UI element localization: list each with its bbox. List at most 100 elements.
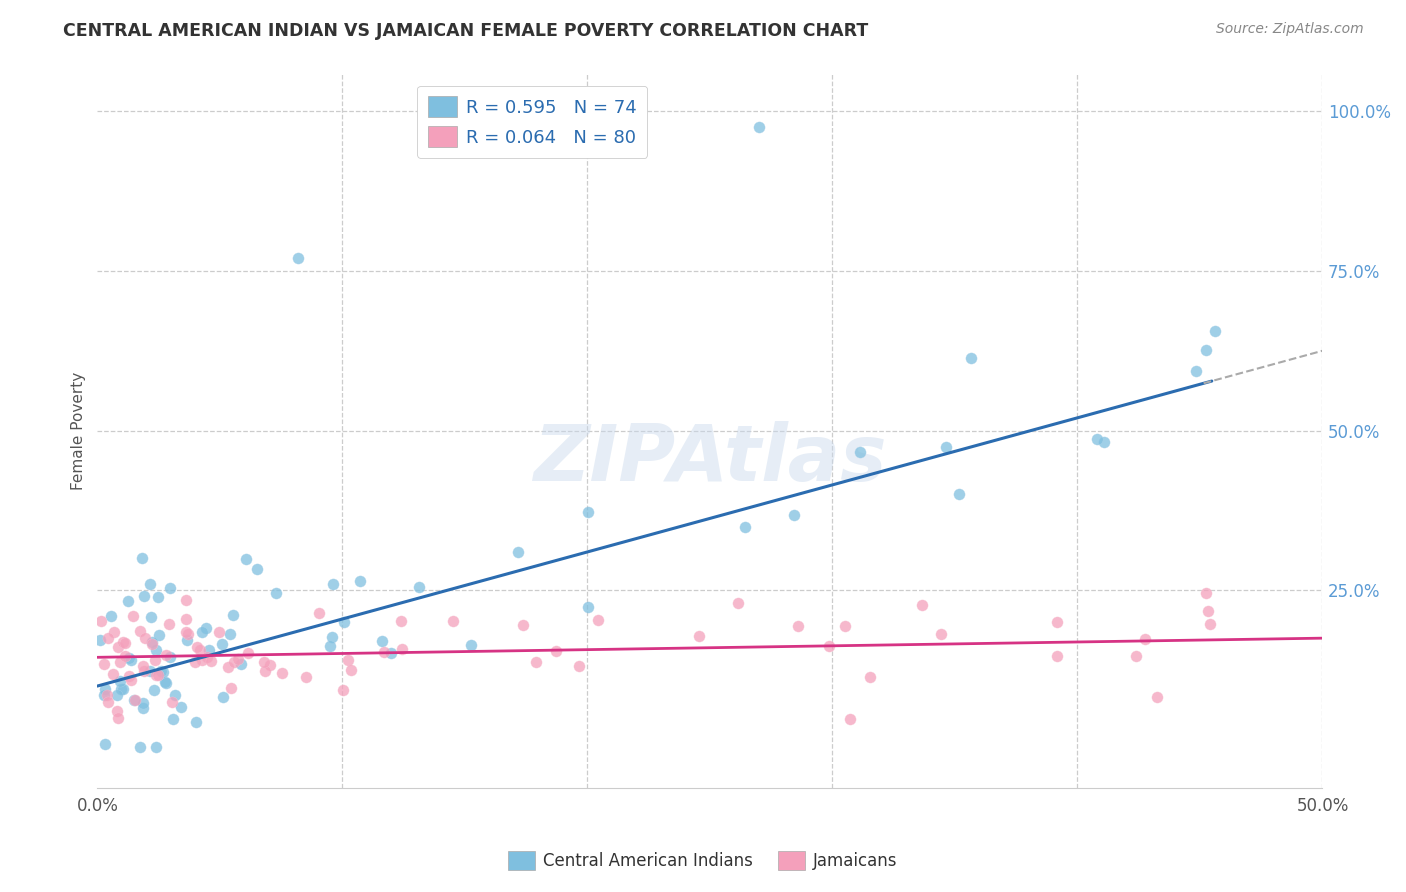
Point <box>93 737 115 751</box>
Point <box>139 610 162 624</box>
Point <box>229 657 252 672</box>
Point <box>911 598 934 612</box>
Point <box>134 590 156 604</box>
Point <box>186 640 208 654</box>
Point <box>100 609 122 624</box>
Point <box>200 654 222 668</box>
Point <box>1146 690 1168 705</box>
Point <box>783 508 806 523</box>
Point <box>948 486 970 500</box>
Point <box>222 655 245 669</box>
Point <box>197 643 219 657</box>
Point <box>373 645 395 659</box>
Point <box>96 688 118 702</box>
Legend: Central American Indians, Jamaicans: Central American Indians, Jamaicans <box>502 844 904 877</box>
Point <box>162 712 184 726</box>
Point <box>132 701 155 715</box>
Point <box>90 614 112 628</box>
Point <box>131 659 153 673</box>
Point <box>114 649 136 664</box>
Point <box>524 655 547 669</box>
Point <box>734 520 756 534</box>
Point <box>1198 617 1220 632</box>
Point <box>253 665 276 679</box>
Point <box>1195 586 1218 600</box>
Point <box>295 670 318 684</box>
Point <box>155 675 177 690</box>
Point <box>97 695 120 709</box>
Text: ZIPAtlas: ZIPAtlas <box>533 421 887 497</box>
Point <box>93 657 115 672</box>
Point <box>155 674 177 689</box>
Point <box>93 688 115 702</box>
Point <box>441 614 464 628</box>
Point <box>960 351 983 365</box>
Point <box>122 609 145 624</box>
Point <box>219 681 242 696</box>
Point <box>152 665 174 679</box>
Point <box>195 650 218 665</box>
Point <box>264 586 287 600</box>
Point <box>124 693 146 707</box>
Point <box>391 615 413 629</box>
Point <box>217 660 239 674</box>
Point <box>512 617 534 632</box>
Point <box>834 619 856 633</box>
Point <box>131 696 153 710</box>
Point <box>246 562 269 576</box>
Point <box>1197 604 1219 618</box>
Point <box>138 577 160 591</box>
Point <box>143 653 166 667</box>
Point <box>226 652 249 666</box>
Point <box>786 619 808 633</box>
Point <box>105 704 128 718</box>
Point <box>839 712 862 726</box>
Point <box>174 593 197 607</box>
Point <box>89 632 111 647</box>
Point <box>340 663 363 677</box>
Point <box>174 625 197 640</box>
Point <box>576 599 599 614</box>
Text: Source: ZipAtlas.com: Source: ZipAtlas.com <box>1216 22 1364 37</box>
Point <box>332 682 354 697</box>
Point <box>578 505 600 519</box>
Point <box>1092 435 1115 450</box>
Point <box>177 627 200 641</box>
Point <box>222 607 245 622</box>
Point <box>159 649 181 664</box>
Point <box>859 670 882 684</box>
Point <box>162 695 184 709</box>
Point <box>259 657 281 672</box>
Point <box>211 637 233 651</box>
Point <box>506 545 529 559</box>
Point <box>146 668 169 682</box>
Point <box>145 643 167 657</box>
Point <box>194 621 217 635</box>
Point <box>586 613 609 627</box>
Point <box>321 630 343 644</box>
Point <box>188 643 211 657</box>
Point <box>129 624 152 638</box>
Point <box>318 639 340 653</box>
Point <box>132 664 155 678</box>
Point <box>183 655 205 669</box>
Point <box>337 652 360 666</box>
Point <box>105 689 128 703</box>
Point <box>129 739 152 754</box>
Point <box>101 666 124 681</box>
Point <box>148 627 170 641</box>
Point <box>238 646 260 660</box>
Point <box>107 640 129 655</box>
Point <box>110 682 132 697</box>
Point <box>131 551 153 566</box>
Point <box>287 251 309 265</box>
Point <box>253 655 276 669</box>
Legend: R = 0.595   N = 74, R = 0.064   N = 80: R = 0.595 N = 74, R = 0.064 N = 80 <box>418 86 647 158</box>
Point <box>141 637 163 651</box>
Point <box>134 631 156 645</box>
Point <box>111 681 134 696</box>
Point <box>935 440 957 454</box>
Point <box>112 634 135 648</box>
Point <box>1133 632 1156 646</box>
Point <box>818 640 841 654</box>
